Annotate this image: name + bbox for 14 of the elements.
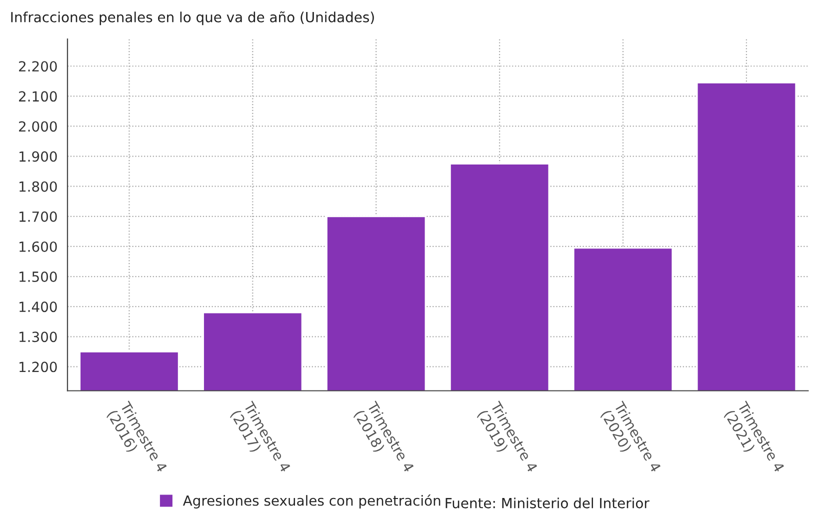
y-tick-label: 2.000 xyxy=(19,121,57,132)
source-note: Fuente: Ministerio del Interior xyxy=(446,498,650,508)
y-tick-label: 1.800 xyxy=(20,181,57,192)
y-tick-label: 2.100 xyxy=(19,91,57,102)
y-tick-label: 1.500 xyxy=(20,272,57,282)
y-tick-label: 1.900 xyxy=(20,151,57,162)
y-tick-label: 1.300 xyxy=(20,332,57,342)
chart-title: Infracciones penales en lo que va de año (Unidades) xyxy=(11,11,374,26)
y-tick-label: 1.400 xyxy=(20,302,57,312)
legend-label: Agresiones sexuales con penetración xyxy=(182,494,440,508)
y-tick-label: 2.200 xyxy=(19,61,57,72)
y-tick-label: 1.700 xyxy=(20,211,57,222)
y-tick-label: 1.600 xyxy=(20,241,57,252)
y-tick-label: 1.200 xyxy=(20,362,57,372)
